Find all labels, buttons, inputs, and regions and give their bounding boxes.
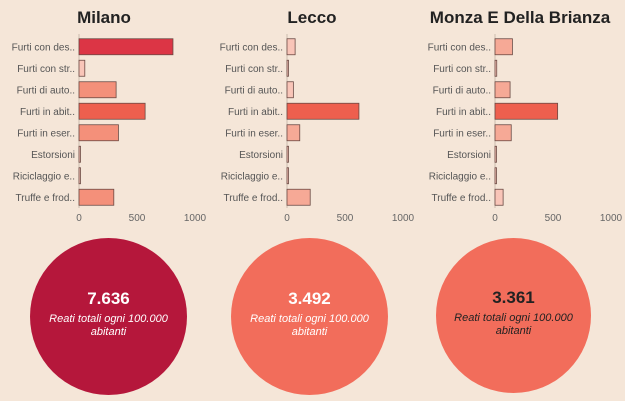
category-label: Estorsioni [239, 150, 283, 161]
bar[interactable] [78, 145, 81, 163]
category-label: Furti con str.. [225, 64, 283, 75]
total-value: 3.492 [288, 288, 331, 308]
tick-label: 0 [492, 213, 498, 224]
total-circle: 3.492 Reati totali ogni 100.000 abitanti [231, 238, 388, 395]
bar[interactable] [78, 38, 174, 56]
category-label: Estorsioni [31, 150, 75, 161]
bar[interactable] [494, 145, 497, 163]
category-label: Furti in abit.. [228, 107, 283, 118]
bar[interactable] [78, 59, 86, 77]
bar[interactable] [78, 81, 117, 99]
category-label: Riciclaggio e.. [13, 171, 75, 182]
bar[interactable] [494, 38, 513, 56]
category-label: Furti con des.. [428, 42, 491, 53]
bar-chart: Furti con des.. Furti con str.. Furti di a… [220, 34, 415, 224]
category-label: Furti di auto.. [17, 85, 75, 96]
tick-label: 0 [284, 213, 290, 224]
category-label: Furti in abit.. [436, 107, 491, 118]
total-circle: 3.361 Reati totali ogni 100.000 abitanti [436, 238, 591, 393]
category-label: Furti con str.. [433, 64, 491, 75]
category-label: Furti con des.. [12, 42, 75, 53]
tick-label: 500 [337, 213, 354, 224]
panel-milano: Milano Furti con des.. Furti con str.. Fur… [0, 0, 208, 401]
tick-label: 1000 [392, 213, 415, 224]
category-label: Truffe e frod.. [432, 193, 491, 204]
bar-chart: Furti con des.. Furti con str.. Furti di a… [12, 34, 207, 224]
category-label: Estorsioni [447, 150, 491, 161]
total-caption: Reati totali ogni 100.000 abitanti [49, 312, 168, 338]
bar[interactable] [286, 124, 301, 142]
bar[interactable] [286, 188, 311, 206]
category-label: Furti in eser.. [17, 128, 75, 139]
category-label: Furti con str.. [17, 64, 75, 75]
bar[interactable] [286, 59, 289, 77]
bar[interactable] [78, 167, 81, 185]
panel-monza: Monza E Della Brianza Furti con des.. Fur… [416, 0, 624, 401]
category-label: Furti in abit.. [20, 107, 75, 118]
bar[interactable] [494, 124, 512, 142]
category-label: Furti di auto.. [225, 85, 283, 96]
tick-label: 1000 [600, 213, 623, 224]
tick-label: 500 [545, 213, 562, 224]
category-label: Riciclaggio e.. [221, 171, 283, 182]
panel-title: Milano [77, 8, 131, 27]
category-label: Furti con des.. [220, 42, 283, 53]
total-caption: Reati totali ogni 100.000 abitanti [454, 311, 573, 337]
bar[interactable] [286, 38, 296, 56]
bar[interactable] [494, 59, 498, 77]
bar[interactable] [78, 124, 119, 142]
total-caption: Reati totali ogni 100.000 abitanti [250, 312, 369, 338]
bar[interactable] [286, 167, 289, 185]
tick-label: 0 [76, 213, 82, 224]
category-label: Furti di auto.. [433, 85, 491, 96]
bar[interactable] [286, 102, 360, 120]
tick-label: 500 [129, 213, 146, 224]
total-circle: 7.636 Reati totali ogni 100.000 abitanti [30, 238, 187, 395]
bar[interactable] [286, 145, 289, 163]
total-value: 3.361 [492, 287, 535, 307]
panel-title: Lecco [287, 8, 337, 27]
bar[interactable] [494, 102, 559, 120]
category-label: Furti in eser.. [433, 128, 491, 139]
bar[interactable] [494, 81, 511, 99]
category-label: Furti in eser.. [225, 128, 283, 139]
total-value: 7.636 [87, 288, 130, 308]
panel-title: Monza E Della Brianza [429, 8, 611, 27]
tick-label: 1000 [184, 213, 207, 224]
panel-lecco: Lecco Furti con des.. Furti con str.. Furt… [208, 0, 416, 401]
bar[interactable] [494, 188, 504, 206]
bar[interactable] [286, 81, 294, 99]
bar[interactable] [78, 102, 146, 120]
bar[interactable] [494, 167, 497, 185]
bar-chart: Furti con des.. Furti con str.. Furti di a… [428, 34, 623, 224]
bar[interactable] [78, 188, 115, 206]
category-label: Truffe e frod.. [224, 193, 283, 204]
category-label: Riciclaggio e.. [429, 171, 491, 182]
category-label: Truffe e frod.. [16, 193, 75, 204]
